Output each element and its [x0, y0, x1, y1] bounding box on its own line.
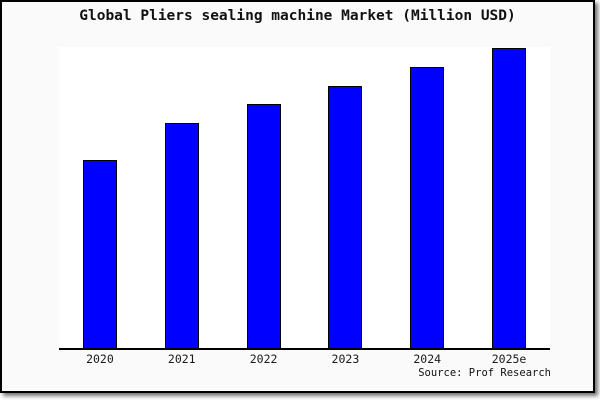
bar-slot-2024	[386, 47, 468, 348]
bar-2021	[164, 123, 199, 348]
bar-2023	[328, 86, 363, 348]
bar-slot-2023	[304, 47, 386, 348]
x-tick-label-2021: 2021	[167, 352, 196, 366]
chart-title: Global Pliers sealing machine Market (Mi…	[79, 8, 516, 24]
bar-slot-2020	[59, 47, 141, 348]
bar-2020	[82, 160, 117, 348]
plot-area	[59, 47, 550, 350]
source-credit: Source: Prof Research	[418, 367, 551, 379]
x-tick-label-2020: 2020	[86, 352, 114, 366]
x-axis-labels: 2020 2021 2022 2023 2024 2025e	[59, 352, 550, 366]
bar-slot-2022	[223, 47, 305, 348]
bar-2024	[410, 67, 445, 348]
bars-container	[59, 47, 550, 348]
x-tick-label-2023: 2023	[331, 352, 360, 366]
x-tick-label-2024: 2024	[413, 352, 442, 366]
x-tick-label-2025e: 2025e	[491, 352, 527, 366]
bar-slot-2021	[141, 47, 223, 348]
x-tick-label-2022: 2022	[249, 352, 278, 366]
bar-2022	[246, 104, 281, 348]
bar-2025e	[492, 48, 527, 348]
bar-slot-2025e	[468, 47, 550, 348]
chart-frame: Global Pliers sealing machine Market (Mi…	[0, 0, 595, 393]
